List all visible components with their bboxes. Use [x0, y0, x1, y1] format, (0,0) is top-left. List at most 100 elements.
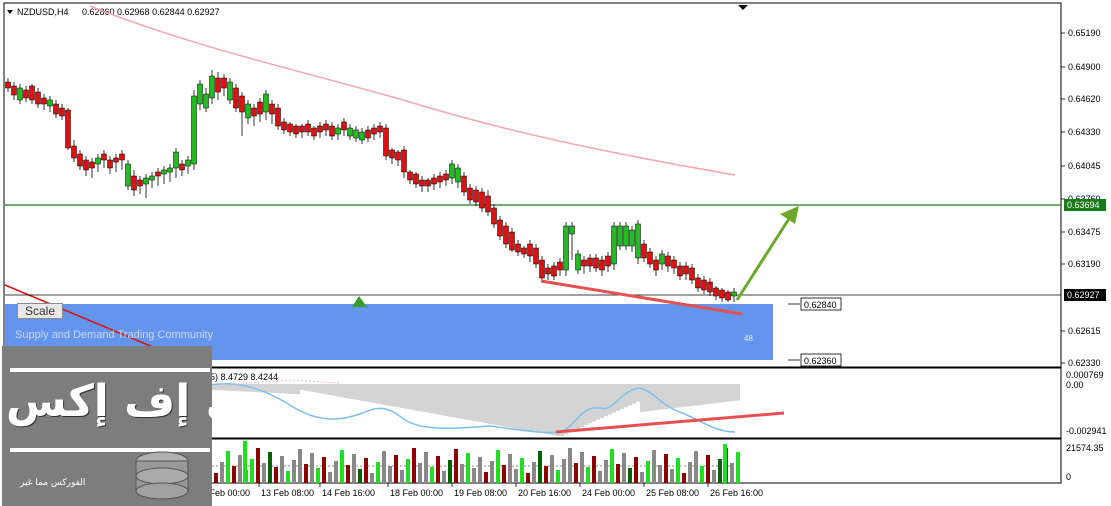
- histogram-bar: [544, 384, 548, 434]
- downtrend-line: [4, 284, 161, 351]
- histogram-bar: [224, 384, 228, 391]
- candle-bull: [125, 163, 131, 187]
- chart-shift-marker-icon: [738, 5, 748, 10]
- histogram-bar: [316, 384, 320, 393]
- histogram-bar: [424, 384, 428, 413]
- time-tick-label: 20 Feb 16:00: [518, 488, 571, 498]
- candle-bull: [563, 225, 569, 271]
- histogram-bar: [360, 384, 364, 401]
- histogram-bar: [460, 384, 464, 419]
- histogram-bar: [412, 384, 416, 411]
- candle-bull: [47, 99, 53, 107]
- histogram-bar: [588, 384, 592, 424]
- histogram-bar: [344, 384, 348, 398]
- candle-bear: [407, 171, 413, 181]
- histogram-bar: [492, 384, 496, 425]
- candle-bear: [473, 189, 479, 203]
- histogram-bar: [596, 384, 600, 420]
- candle-bear: [647, 251, 653, 265]
- candle-bear: [521, 247, 527, 255]
- candle-bear: [317, 125, 323, 133]
- histogram-bar: [652, 384, 656, 411]
- volume-bar: [298, 449, 302, 483]
- histogram-bar: [384, 384, 388, 406]
- candle-bull: [623, 225, 629, 247]
- histogram-bar: [600, 384, 604, 418]
- histogram-bar: [376, 384, 380, 404]
- histogram-bar: [352, 384, 356, 400]
- scale-button[interactable]: Scale: [17, 303, 63, 319]
- volume-bar: [406, 459, 410, 483]
- volume-bar: [484, 472, 488, 483]
- histogram-bar: [636, 384, 640, 402]
- candle-bear: [233, 87, 239, 109]
- histogram-bar: [300, 384, 304, 390]
- candle-bull: [659, 253, 665, 265]
- histogram-bar: [304, 384, 308, 391]
- volume-bar: [664, 454, 668, 483]
- volume-bar: [220, 462, 224, 483]
- divergence-trendline-oscillator: [555, 411, 785, 434]
- candle-bear: [377, 125, 383, 133]
- candle-bear: [311, 127, 317, 137]
- candle-bear: [221, 77, 227, 89]
- volume-bar: [268, 452, 272, 483]
- volume-bar: [490, 461, 494, 483]
- candle-bear: [515, 243, 521, 253]
- volume-bar: [580, 452, 584, 483]
- candle-bear: [179, 163, 185, 171]
- histogram-bar: [292, 384, 296, 394]
- histogram-bar: [284, 384, 288, 394]
- candle-bear: [89, 161, 95, 169]
- candle-bear: [665, 255, 671, 267]
- candle-bear: [71, 145, 77, 159]
- histogram-bar: [572, 384, 576, 431]
- price-tick-label: 0.65190: [1068, 28, 1101, 38]
- candle-bull: [95, 157, 101, 165]
- histogram-bar: [568, 384, 572, 433]
- volume-bar: [658, 465, 662, 483]
- osc-axis-zero: 0.00: [1066, 380, 1084, 390]
- histogram-bar: [276, 384, 280, 394]
- volume-bar: [634, 457, 638, 483]
- candle-bear: [413, 173, 419, 185]
- histogram-bar: [364, 384, 368, 402]
- histogram-bar: [672, 384, 676, 409]
- candle-bull: [197, 83, 203, 105]
- histogram-bar: [372, 384, 376, 403]
- histogram-bar: [400, 384, 404, 408]
- histogram-bar: [332, 384, 336, 396]
- candle-bull: [335, 127, 341, 135]
- candle-bear: [653, 259, 659, 271]
- histogram-bar: [464, 384, 468, 420]
- symbol-dropdown-icon: [7, 10, 13, 14]
- time-tick-label: 19 Feb 08:00: [454, 488, 507, 498]
- candle-bear: [59, 107, 65, 117]
- histogram-bar: [448, 384, 452, 417]
- volume-bar: [352, 454, 356, 483]
- volume-bar: [328, 472, 332, 483]
- volume-bar: [586, 467, 590, 483]
- histogram-bar: [608, 384, 612, 415]
- candle-bear: [497, 219, 503, 237]
- volume-bar: [700, 466, 704, 483]
- histogram-bar: [264, 384, 268, 393]
- candle-bull: [209, 75, 215, 99]
- price-tick-label: 0.64620: [1068, 94, 1101, 104]
- candle-bear: [485, 195, 491, 213]
- volume-bar: [592, 456, 596, 483]
- histogram-bar: [612, 384, 616, 413]
- volume-bar: [274, 467, 278, 483]
- histogram-bar: [436, 384, 440, 415]
- volume-bar: [478, 457, 482, 483]
- volume-bar: [730, 463, 734, 483]
- histogram-bar: [240, 384, 244, 392]
- histogram-bar: [444, 384, 448, 416]
- candle-bull: [191, 95, 197, 165]
- resistance-price-label: 0.63694: [1067, 200, 1100, 210]
- candle-bear: [113, 157, 119, 163]
- symbol-label: NZDUSD,H4: [17, 7, 69, 17]
- histogram-bar: [244, 384, 248, 392]
- histogram-bar: [520, 384, 524, 430]
- candle-bear: [35, 91, 41, 105]
